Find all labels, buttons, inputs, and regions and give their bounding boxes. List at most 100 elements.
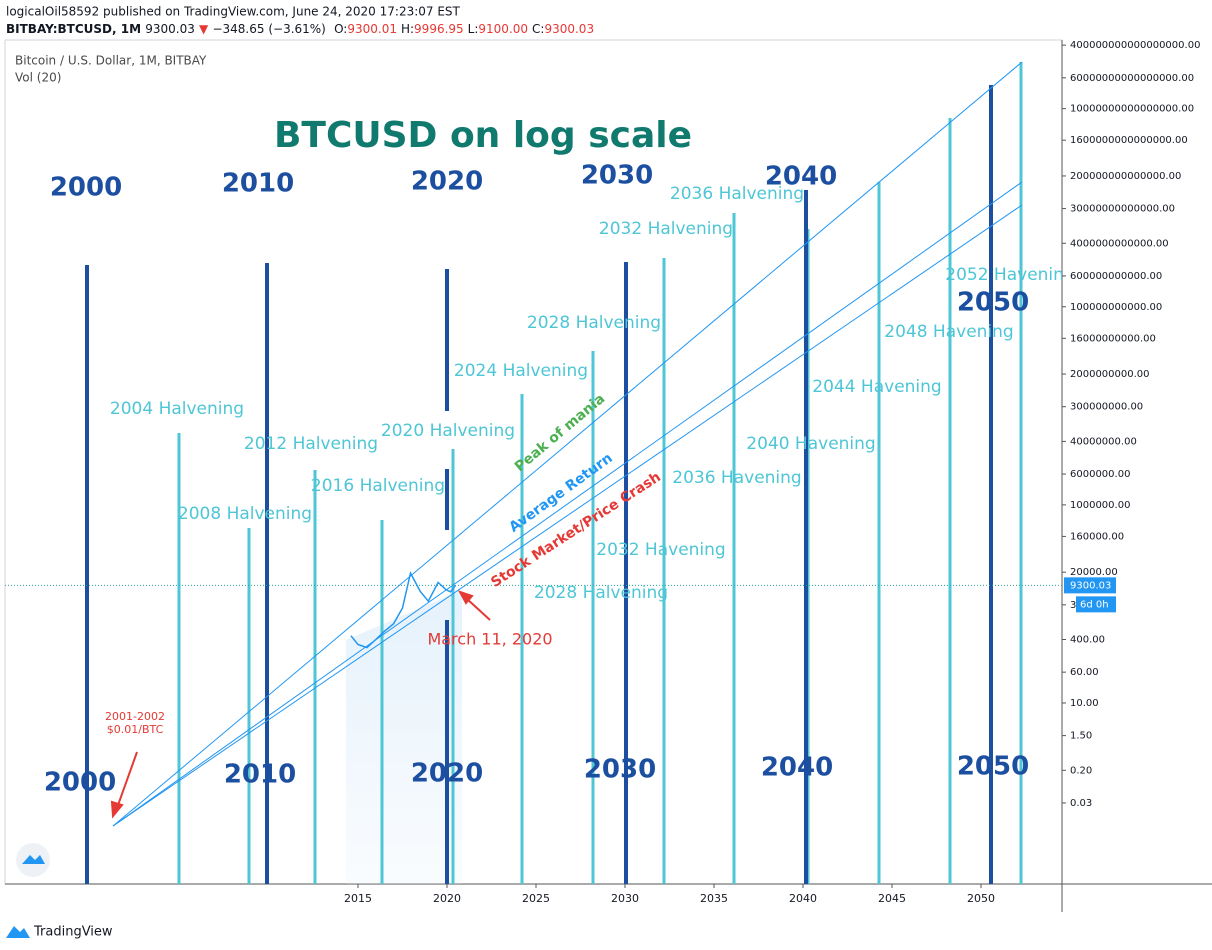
price-line [350,570,456,649]
plot-frame [4,39,1063,885]
y-tick-label: 400.00 [1070,635,1105,646]
y-tick-label: 100000000000.00 [1070,302,1162,313]
x-tick-label: 2020 [433,892,461,905]
trend-line [112,61,1023,827]
last-price: 9300.03 [145,22,195,36]
ohlc-value: 9300.01 [347,22,397,36]
symbol: BITBAY:BTCUSD, 1M [6,22,141,36]
annotation: 2040 Havening [746,434,875,454]
chart-title: BTCUSD on log scale [274,115,692,156]
annotation: 2028 Halvening [527,313,661,333]
volume-shade [346,590,462,884]
y-tick-label: 200000000000000.00 [1070,171,1181,182]
y-tick-label: 30000000000000.00 [1070,204,1175,215]
volume-label: Vol (20) [15,71,61,85]
y-tick-label: 160000.00 [1070,531,1124,542]
arrow-head [457,590,474,605]
annotation: 2000 [50,173,122,203]
logo-icon [22,855,45,864]
last-price-label: 9300.03 [1070,580,1111,591]
ohlc-key: C: [532,22,544,36]
y-tick-label: 600000000000.00 [1070,271,1162,282]
annotation: 2000 [44,768,116,798]
y-tick-label: 300000000.00 [1070,402,1143,413]
annotation: March 11, 2020 [427,630,552,649]
trend-lines [112,61,1023,827]
annotation: 2032 Halvening [599,219,733,239]
trend-line [112,204,1023,827]
y-tick-label: 10000000000000000.00 [1070,104,1194,115]
y-tick-label: 60000000000000000.00 [1070,73,1194,84]
annotation: 2016 Halvening [311,476,445,496]
y-tick-label: 20000.00 [1070,567,1118,578]
brand-icon [6,926,30,938]
vertical-lines [85,62,1023,884]
annotation: 2040 [761,753,833,783]
annotation: 2008 Halvening [178,504,312,524]
annotation: 2020 [411,759,483,789]
annotation: 2012 Halvening [244,434,378,454]
x-tick-label: 2015 [344,892,372,905]
annotation: 2030 [584,755,656,785]
annotation: 2044 Havening [812,377,941,397]
change: −348.65 (−3.61%) [212,22,325,36]
annotation: 2052 Havening [945,265,1074,285]
annotation: 2032 Havening [596,540,725,560]
y-tick-label: 60.00 [1070,667,1099,678]
annotation: 2004 Halvening [110,399,244,419]
x-tick-label: 2045 [878,892,906,905]
change-arrow: ▼ [199,22,209,36]
y-tick-label: 40000000.00 [1070,436,1137,447]
annotation: $0.01/BTC [107,723,164,736]
ohlc-value: 9996.95 [414,22,464,36]
y-tick-label: 16000000000.00 [1070,333,1156,344]
last-price-box [1064,577,1116,594]
arrows [110,590,491,819]
ohlc-key: O: [334,22,347,36]
trend-line [112,181,1023,827]
x-tick-label: 2035 [700,892,728,905]
y-tick-label: 1000000.00 [1070,500,1130,511]
arrow [116,751,138,809]
annotation: 2020 [411,167,483,197]
arrow-head [110,800,124,819]
annotation: 2048 Havening [884,322,1013,342]
y-tick-label: 6000000.00 [1070,469,1130,480]
x-tick-label: 2050 [967,892,995,905]
annotation: 2050 [957,288,1029,318]
published-line: logicalOil58592 published on TradingView… [6,5,461,19]
legend: Bitcoin / U.S. Dollar, 1M, BITBAY [15,54,207,68]
annotation: 2036 Havening [672,468,801,488]
y-tick-label: 0.20 [1070,765,1092,776]
ohlc-value: 9100.00 [478,22,528,36]
x-tick-label: 2040 [789,892,817,905]
y-tick-label: 0.03 [1070,798,1092,809]
annotation: 2024 Halvening [454,361,588,381]
annotation: 2050 [957,752,1029,782]
annotation: 2020 Halvening [381,421,515,441]
ohlc: O:9300.01 H:9996.95 L:9100.00 C:9300.03 [334,22,594,36]
annotation: 2010 [222,169,294,199]
y-tick-label: 2000000000.00 [1070,369,1150,380]
annotation: 2036 Halvening [670,184,804,204]
annotation: 2040 [765,162,837,192]
annotation: 2028 Halvening [534,583,668,603]
y-tick-label: 1.50 [1070,731,1092,742]
countdown-box [1076,596,1116,613]
y-tick-label: 4000000000000.00 [1070,238,1169,249]
ohlc-key: H: [401,22,414,36]
ohlc-value: 9300.03 [544,22,594,36]
countdown-label: 6d 0h [1080,599,1109,610]
y-tick-label: 400000000000000000.00 [1070,40,1200,51]
arrow [465,597,491,621]
plot [85,61,1023,884]
annotation: 2030 [581,161,653,191]
annotation: 2010 [224,760,296,790]
brand: TradingView [33,925,113,940]
y-tick-label: 1600000000000000.00 [1070,135,1188,146]
x-tick-label: 2030 [611,892,639,905]
ohlc-key: L: [468,22,479,36]
y-tick-label: 10.00 [1070,698,1099,709]
annotation: 2001-2002 [105,710,165,723]
